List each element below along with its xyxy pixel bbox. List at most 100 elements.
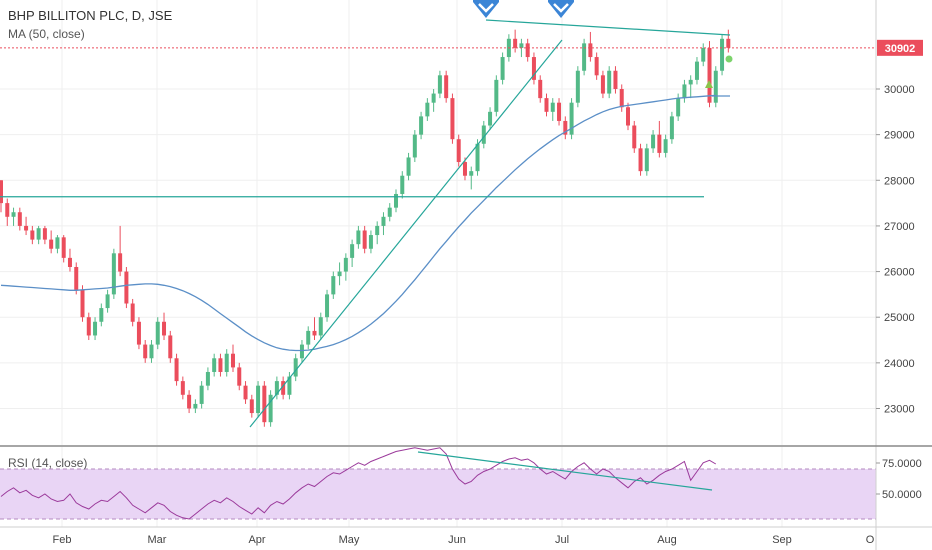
candle-body: [136, 321, 141, 345]
candle-body: [67, 257, 72, 267]
candle-body: [375, 225, 380, 236]
rsi-band: [0, 469, 876, 519]
candle-body: [287, 376, 292, 395]
candle-body: [0, 180, 3, 204]
ma-line: [0, 94, 716, 352]
candle-body: [331, 276, 336, 295]
chart-overlays: 30902: [0, 0, 923, 428]
candle-body: [676, 98, 681, 117]
candle-body: [450, 98, 455, 140]
candle-body: [525, 43, 530, 58]
candle-body: [281, 381, 286, 395]
candle-body: [74, 267, 79, 290]
candle-body: [249, 399, 254, 414]
candle-body: [105, 294, 110, 309]
rsi-trendline: [417, 451, 713, 491]
candle-body: [362, 230, 367, 249]
candle-body: [306, 330, 311, 345]
candle-body: [425, 102, 430, 117]
candle-body: [11, 212, 16, 217]
candle-body: [500, 57, 505, 80]
candle-body: [205, 371, 210, 386]
candle-body: [613, 70, 618, 89]
candle-body: [644, 148, 649, 172]
candle-body: [607, 70, 612, 94]
candle-body: [36, 228, 41, 240]
candle-body: [394, 193, 399, 208]
candle-body: [312, 330, 317, 336]
candle-body: [626, 107, 630, 126]
candle-body: [594, 57, 599, 76]
candle-body: [130, 303, 135, 322]
candle-body: [212, 358, 217, 372]
candle-body: [462, 162, 467, 176]
candle-body: [575, 70, 580, 103]
candle-body: [118, 253, 123, 272]
candle-body: [350, 244, 355, 258]
last-price-tag: [877, 39, 923, 56]
candle-body: [30, 230, 35, 240]
candlesticks: [0, 29, 731, 427]
candle-body: [93, 321, 98, 336]
candle-body: [563, 120, 568, 135]
price-tick-label: 27000: [884, 221, 915, 233]
candle-body: [619, 89, 624, 108]
candle-body: [193, 403, 198, 409]
candle-body: [325, 294, 330, 318]
price-tick-label: 24000: [884, 358, 915, 370]
resistance-trendline: [485, 19, 731, 36]
candle-body: [61, 237, 66, 258]
candle-body: [174, 358, 179, 382]
candle-body: [318, 317, 323, 336]
candle-body: [243, 385, 248, 400]
candle-body: [638, 148, 643, 172]
candle-body: [268, 394, 273, 423]
candle-body: [713, 70, 718, 103]
candle-body: [199, 385, 204, 404]
symbol-title: BHP BILLITON PLC, D, JSE: [8, 8, 173, 23]
chart-title: BHP BILLITON PLC, D, JSE: [8, 8, 172, 23]
candle-body: [657, 134, 662, 153]
candle-body: [162, 321, 167, 336]
down-arrow-icon-chevron: [478, 3, 494, 13]
candle-body: [538, 79, 543, 99]
candle-body: [600, 75, 605, 94]
candle-body: [469, 171, 474, 176]
candle-body: [111, 253, 116, 295]
down-arrow-icon: [473, 0, 499, 18]
candle-body: [5, 203, 10, 217]
last-price-value: 30902: [885, 43, 916, 55]
candle-body: [387, 207, 392, 217]
candle-body: [337, 271, 342, 277]
candle-body: [400, 175, 405, 194]
candle-body: [42, 228, 47, 240]
candle-body: [262, 385, 267, 423]
candle-body: [230, 353, 235, 368]
candle-body: [569, 102, 574, 135]
candle-body: [582, 43, 587, 71]
candle-body: [17, 212, 22, 226]
chart-grid: [0, 0, 876, 527]
month-label: Aug: [657, 534, 677, 546]
month-label: O: [866, 534, 875, 546]
month-label: Feb: [53, 534, 72, 546]
price-tick-label: 29000: [884, 130, 915, 142]
down-arrow-icon-chevron: [553, 3, 569, 13]
candle-body: [155, 321, 160, 345]
candle-body: [481, 125, 486, 144]
candle-body: [412, 134, 417, 158]
month-label: May: [339, 534, 360, 546]
candle-body: [694, 61, 699, 80]
candle-body: [274, 381, 279, 395]
candle-body: [256, 385, 261, 414]
candle-body: [431, 93, 436, 103]
candle-body: [669, 116, 674, 140]
candle-body: [720, 38, 725, 71]
candle-body: [86, 317, 91, 336]
candle-body: [513, 38, 518, 48]
candle-body: [444, 75, 449, 99]
candle-body: [55, 237, 60, 249]
candle-body: [187, 394, 192, 409]
